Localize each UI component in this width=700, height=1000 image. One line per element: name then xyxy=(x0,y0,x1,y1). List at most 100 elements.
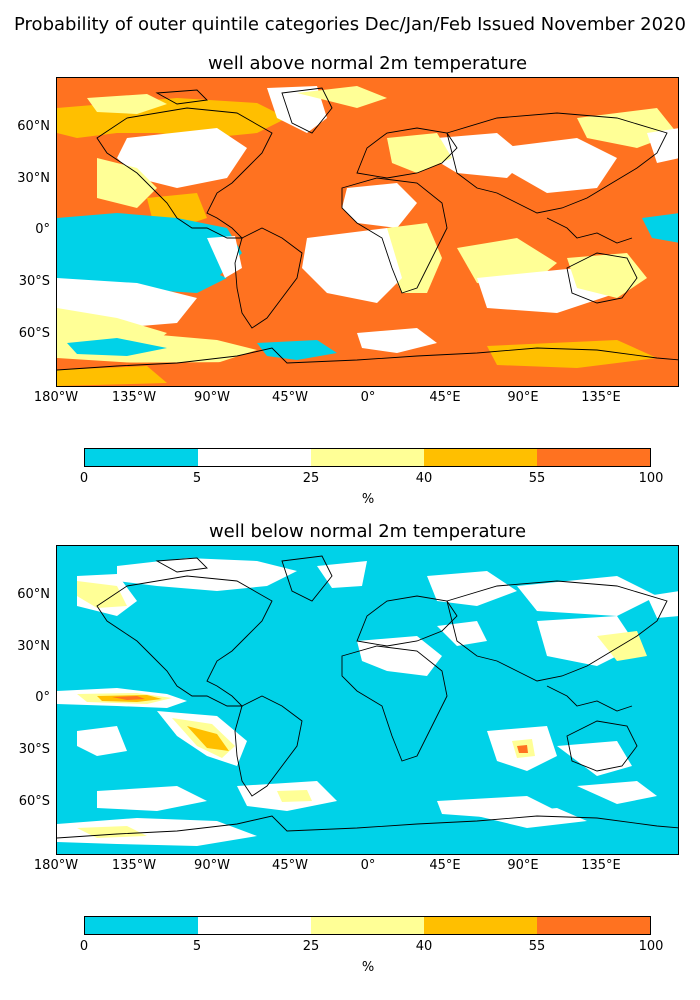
colorbar-tick: 5 xyxy=(192,471,202,486)
coastline-southeast-asia xyxy=(546,217,633,244)
prob-region xyxy=(427,571,517,606)
prob-region xyxy=(317,561,367,588)
colorbar-tick: 40 xyxy=(415,471,433,486)
colorbar-tick: 5 xyxy=(192,939,202,954)
prob-region xyxy=(302,228,402,303)
lat-tick: 60°N xyxy=(17,119,50,134)
lon-tick: 90°E xyxy=(507,390,539,405)
lon-tick: 45°W xyxy=(272,858,308,873)
prob-region xyxy=(257,340,337,360)
colorbar-tick: 25 xyxy=(302,471,320,486)
prob-region xyxy=(437,621,487,646)
prob-region xyxy=(77,581,127,608)
coastline-arctic-islands xyxy=(155,89,208,105)
colorbar-tick: 0 xyxy=(79,471,89,486)
prob-region xyxy=(557,741,632,776)
prob-region xyxy=(497,138,617,193)
coastline-greenland xyxy=(281,555,333,602)
colorbar-tick: 25 xyxy=(302,939,320,954)
lon-tick: 90°W xyxy=(194,858,230,873)
colorbar-segment xyxy=(85,449,198,466)
prob-region xyxy=(117,558,297,591)
coastline-asia xyxy=(446,112,668,214)
colorbar-tick: 55 xyxy=(528,471,546,486)
prob-region xyxy=(577,781,657,804)
lon-tick: 0° xyxy=(360,858,376,873)
map-panel-below-normal[interactable] xyxy=(56,545,679,855)
lon-tick: 90°W xyxy=(194,390,230,405)
lat-tick: 30°S xyxy=(18,742,50,757)
colorbar-tick: 100 xyxy=(638,939,664,954)
coastline-south-america xyxy=(234,227,303,329)
prob-region xyxy=(67,338,167,356)
prob-region xyxy=(642,213,678,243)
map-above-normal-canvas xyxy=(57,78,678,386)
prob-region xyxy=(77,726,127,756)
lon-tick: 135°E xyxy=(581,858,621,873)
colorbar-above-normal xyxy=(84,448,651,467)
coastlines xyxy=(57,555,678,839)
lon-tick: 45°E xyxy=(429,390,461,405)
prob-region xyxy=(597,631,647,661)
prob-region xyxy=(567,253,647,298)
colorbar-segment xyxy=(424,449,537,466)
lon-tick: 135°E xyxy=(581,390,621,405)
prob-region xyxy=(357,328,437,353)
lon-tick: 45°W xyxy=(272,390,308,405)
colorbar-segment xyxy=(537,917,650,934)
prob-region xyxy=(87,94,167,114)
map-title-below-normal: well below normal 2m temperature xyxy=(208,521,527,542)
prob-region xyxy=(57,360,678,386)
prob-region xyxy=(112,696,145,700)
map-panel-above-normal[interactable] xyxy=(56,77,679,387)
prob-region xyxy=(187,726,229,751)
colorbar-tick: 100 xyxy=(638,471,664,486)
prob-region xyxy=(207,236,242,278)
lat-tick: 60°S xyxy=(18,326,50,341)
prob-region xyxy=(97,158,157,208)
lon-tick: 90°E xyxy=(507,858,539,873)
coastline-australia xyxy=(566,720,638,772)
lon-tick: 0° xyxy=(360,390,376,405)
lon-tick: 180°W xyxy=(33,858,79,873)
prob-region xyxy=(487,340,657,368)
colorbar-segment xyxy=(198,449,311,466)
coastline-southeast-asia xyxy=(546,685,633,712)
colorbar-segment xyxy=(311,449,424,466)
lat-tick: 30°N xyxy=(17,171,50,186)
lat-tick: 0° xyxy=(35,222,50,237)
prob-region xyxy=(267,86,327,133)
prob-region xyxy=(387,133,452,173)
coastline-africa xyxy=(341,177,448,294)
colorbar-unit: % xyxy=(361,492,375,507)
coastline-arctic-islands xyxy=(155,557,208,573)
coastline-asia xyxy=(446,580,668,682)
coastline-europe xyxy=(356,595,458,647)
prob-region xyxy=(477,808,587,828)
coastline-north-america xyxy=(96,575,273,707)
coastline-australia xyxy=(566,252,638,304)
colorbar-tick: 40 xyxy=(415,939,433,954)
lon-tick: 135°W xyxy=(111,858,157,873)
prob-region xyxy=(57,366,167,386)
lat-tick: 0° xyxy=(35,690,50,705)
prob-region xyxy=(117,128,247,188)
colorbar-segment xyxy=(198,917,311,934)
lat-tick: 60°S xyxy=(18,794,50,809)
coastline-antarctica xyxy=(57,347,678,371)
lat-tick: 30°S xyxy=(18,274,50,289)
colorbar-segment xyxy=(537,449,650,466)
coastline-antarctica xyxy=(57,815,678,839)
prob-region xyxy=(297,86,387,108)
lon-tick: 135°W xyxy=(111,390,157,405)
prob-region xyxy=(97,786,207,811)
prob-region xyxy=(277,790,312,802)
colorbar-tick: 0 xyxy=(79,939,89,954)
colorbar-unit: % xyxy=(361,960,375,975)
map-title-above-normal: well above normal 2m temperature xyxy=(207,53,528,74)
prob-region xyxy=(342,183,417,228)
colorbar-segment xyxy=(424,917,537,934)
map-below-normal-canvas xyxy=(57,546,678,854)
lat-tick: 30°N xyxy=(17,639,50,654)
coastline-north-america xyxy=(96,107,273,239)
